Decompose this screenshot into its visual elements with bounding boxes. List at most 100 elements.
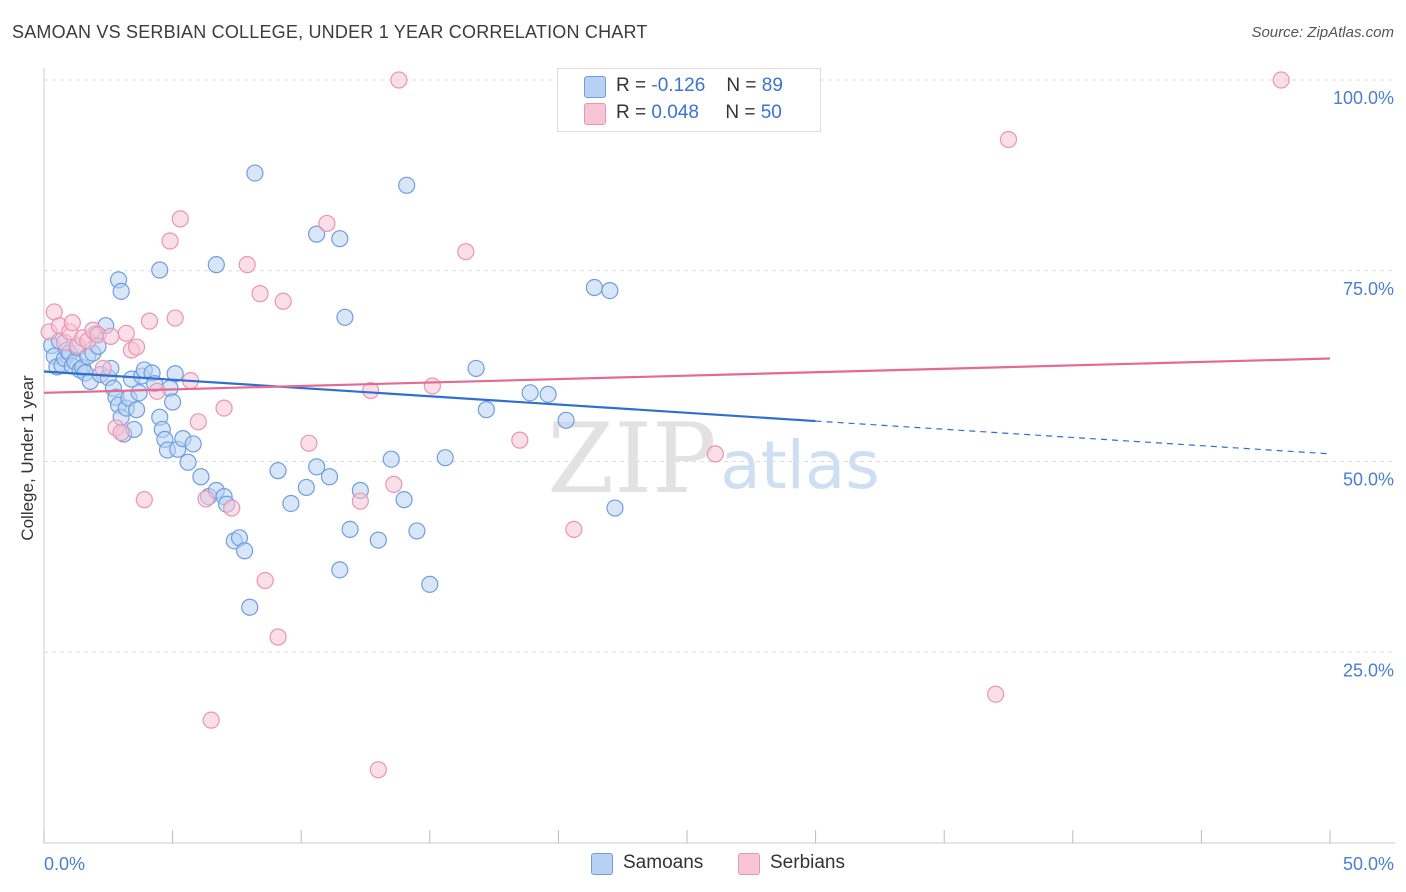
n-value: 50	[760, 102, 782, 123]
samoan-point	[166, 365, 184, 383]
serbian-point	[94, 359, 112, 378]
serbian-point	[318, 214, 336, 233]
n-label: N =	[725, 102, 756, 123]
legend-label-samoans: Samoans	[623, 852, 704, 873]
serbian-point	[274, 292, 292, 310]
serbian-point	[166, 309, 184, 327]
samoan-point	[246, 164, 264, 182]
serbian-points	[40, 71, 1290, 779]
serbian-point	[511, 431, 529, 449]
serbian-point	[161, 232, 179, 250]
serbian-point	[63, 314, 81, 332]
samoan-point	[282, 494, 300, 513]
samoan-point	[369, 531, 387, 549]
x-tick-label-0: 0.0%	[44, 854, 85, 874]
samoan-point	[585, 278, 604, 297]
samoan-point	[179, 453, 197, 471]
samoan-point	[308, 458, 326, 476]
serbian-point	[362, 381, 380, 400]
serbian-point	[256, 571, 274, 590]
series-legend: Samoans Serbians	[0, 852, 1406, 878]
serbian-point	[999, 130, 1018, 149]
r-label: R =	[616, 102, 647, 123]
samoan-point	[408, 522, 426, 540]
chart-title: SAMOAN VS SERBIAN COLLEGE, UNDER 1 YEAR …	[12, 22, 648, 42]
serbian-point	[390, 71, 408, 89]
samoan-point	[521, 384, 539, 402]
x-tick-label-50: 50.0%	[1343, 854, 1394, 874]
samoan-point	[130, 384, 148, 402]
samoan-point	[395, 491, 413, 509]
samoan-point	[601, 281, 619, 300]
serbian-point	[171, 210, 189, 228]
serbian-point	[269, 628, 287, 646]
serbian-point	[189, 413, 207, 431]
samoan-point	[320, 468, 339, 486]
serbian-point	[117, 324, 135, 342]
serbian-trend-line	[43, 357, 1331, 394]
serbian-point	[369, 761, 387, 779]
y-tick-label-100: 100.0%	[1333, 88, 1394, 108]
serbian-point	[385, 475, 403, 493]
samoan-point	[331, 561, 349, 579]
y-tick-label-25: 25.0%	[1343, 660, 1394, 680]
samoan-point	[308, 225, 326, 243]
samoan-trend-extension	[815, 420, 1331, 455]
samoan-point	[557, 411, 575, 429]
serbian-point	[1272, 71, 1290, 89]
samoan-point	[192, 468, 210, 486]
serbian-legend-swatch	[738, 853, 760, 875]
samoan-point	[184, 435, 202, 453]
samoan-point	[467, 359, 485, 378]
samoan-point	[127, 401, 146, 419]
serbian-point	[197, 490, 215, 508]
samoan-point	[398, 176, 416, 194]
samoan-swatch	[584, 76, 606, 98]
samoan-point	[382, 450, 400, 468]
stats-legend: R = -0.126 N = 89 R = 0.048 N = 50	[557, 68, 821, 132]
samoan-point	[331, 230, 349, 248]
samoan-point	[207, 256, 225, 274]
r-value: 0.048	[651, 102, 699, 123]
serbian-point	[300, 434, 318, 452]
samoan-point	[236, 542, 254, 560]
watermark-atlas: atlas	[720, 427, 880, 504]
n-value: 89	[761, 75, 783, 96]
serbian-point	[135, 491, 153, 509]
watermark: ZIP atlas	[547, 403, 879, 515]
samoan-point	[269, 462, 287, 480]
serbian-swatch	[584, 103, 606, 125]
samoan-point	[151, 261, 169, 279]
r-label: R =	[616, 75, 647, 96]
y-tick-labels: 25.0% 50.0% 75.0% 100.0%	[1333, 88, 1394, 680]
serbian-point	[112, 423, 130, 442]
samoan-legend-swatch	[591, 853, 613, 875]
y-tick-label-75: 75.0%	[1343, 279, 1394, 299]
serbian-point	[215, 399, 233, 417]
serbian-point	[102, 327, 120, 345]
serbian-point	[202, 711, 220, 729]
samoan-point	[297, 478, 315, 497]
r-value: -0.126	[651, 75, 706, 96]
samoan-point	[436, 449, 454, 467]
n-label: N =	[726, 75, 757, 96]
serbian-point	[140, 312, 159, 330]
grid-lines	[44, 79, 1395, 653]
samoan-point	[421, 575, 439, 593]
serbian-point	[565, 520, 583, 539]
serbian-point	[223, 499, 241, 517]
serbian-point	[351, 492, 369, 510]
serbian-point	[706, 445, 724, 463]
samoan-point	[477, 401, 495, 419]
samoan-point	[341, 520, 359, 539]
x-ticks: 0.0% 50.0%	[43, 830, 1394, 874]
trend-lines	[43, 357, 1331, 455]
samoan-point	[241, 598, 259, 616]
samoan-point	[336, 308, 354, 326]
serbian-point	[238, 256, 256, 274]
serbian-point	[148, 382, 166, 400]
serbian-point	[251, 285, 269, 303]
samoan-trend-line	[43, 370, 816, 423]
legend-label-serbians: Serbians	[770, 852, 845, 873]
